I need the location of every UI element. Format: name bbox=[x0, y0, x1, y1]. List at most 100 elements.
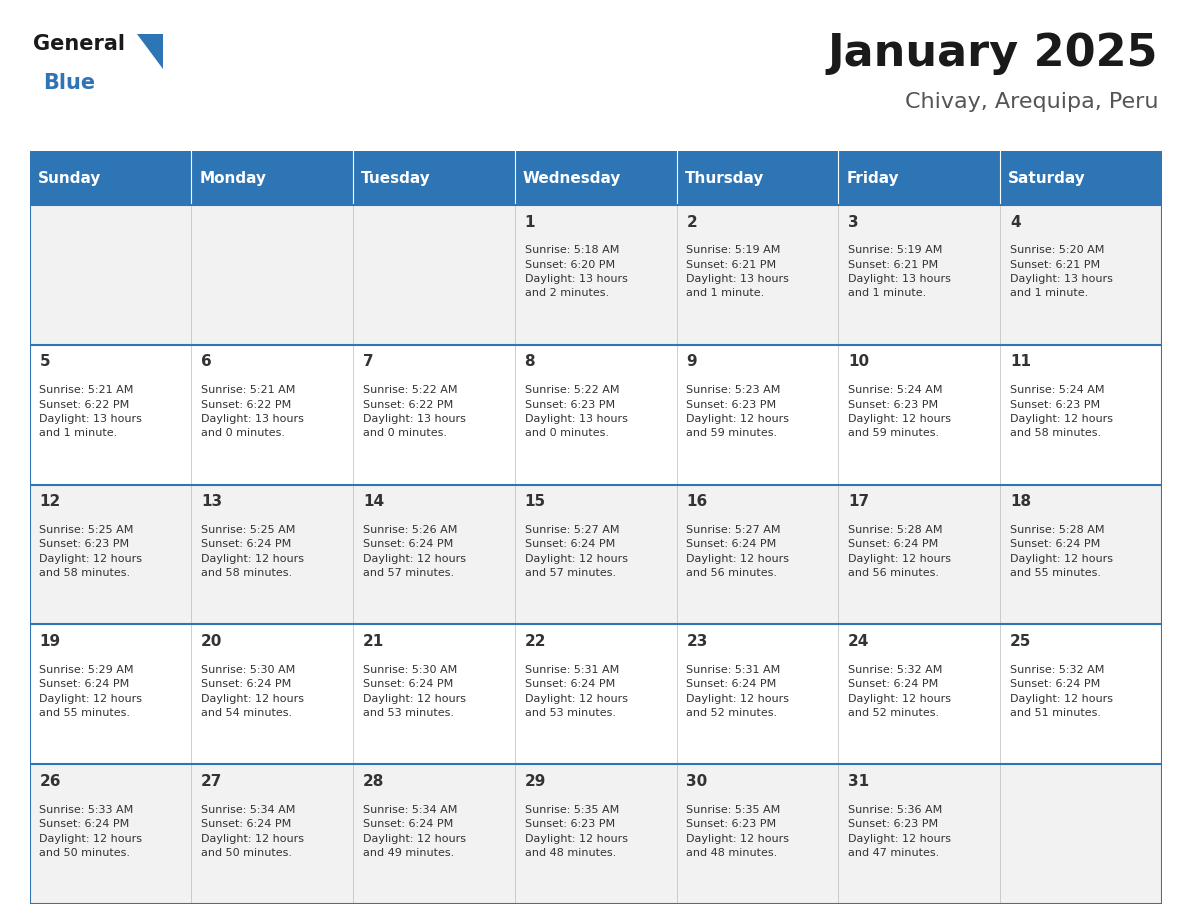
Bar bbox=[839, 344, 1000, 485]
Text: 16: 16 bbox=[687, 494, 708, 509]
Bar bbox=[514, 765, 677, 904]
Bar bbox=[839, 485, 1000, 624]
Polygon shape bbox=[137, 34, 163, 69]
Text: Sunrise: 5:28 AM
Sunset: 6:24 PM
Daylight: 12 hours
and 56 minutes.: Sunrise: 5:28 AM Sunset: 6:24 PM Dayligh… bbox=[848, 525, 952, 578]
Bar bbox=[191, 624, 353, 765]
Bar bbox=[677, 485, 839, 624]
Text: Sunrise: 5:36 AM
Sunset: 6:23 PM
Daylight: 12 hours
and 47 minutes.: Sunrise: 5:36 AM Sunset: 6:23 PM Dayligh… bbox=[848, 805, 952, 858]
Bar bbox=[677, 765, 839, 904]
Text: Sunrise: 5:30 AM
Sunset: 6:24 PM
Daylight: 12 hours
and 54 minutes.: Sunrise: 5:30 AM Sunset: 6:24 PM Dayligh… bbox=[201, 665, 304, 718]
Bar bbox=[30, 624, 191, 765]
Text: 31: 31 bbox=[848, 774, 870, 789]
Text: 13: 13 bbox=[201, 494, 222, 509]
Text: Saturday: Saturday bbox=[1009, 171, 1086, 185]
Bar bbox=[30, 765, 191, 904]
Text: 22: 22 bbox=[525, 634, 546, 649]
Text: Sunrise: 5:32 AM
Sunset: 6:24 PM
Daylight: 12 hours
and 52 minutes.: Sunrise: 5:32 AM Sunset: 6:24 PM Dayligh… bbox=[848, 665, 952, 718]
Bar bbox=[30, 485, 191, 624]
Bar bbox=[839, 205, 1000, 344]
Bar bbox=[191, 765, 353, 904]
Text: Sunrise: 5:28 AM
Sunset: 6:24 PM
Daylight: 12 hours
and 55 minutes.: Sunrise: 5:28 AM Sunset: 6:24 PM Dayligh… bbox=[1010, 525, 1113, 578]
Text: 28: 28 bbox=[362, 774, 384, 789]
Bar bbox=[1000, 624, 1162, 765]
Text: Sunrise: 5:24 AM
Sunset: 6:23 PM
Daylight: 12 hours
and 59 minutes.: Sunrise: 5:24 AM Sunset: 6:23 PM Dayligh… bbox=[848, 386, 952, 439]
Bar bbox=[839, 624, 1000, 765]
Bar bbox=[191, 205, 353, 344]
Bar bbox=[677, 151, 839, 205]
Text: Sunrise: 5:30 AM
Sunset: 6:24 PM
Daylight: 12 hours
and 53 minutes.: Sunrise: 5:30 AM Sunset: 6:24 PM Dayligh… bbox=[362, 665, 466, 718]
Bar bbox=[191, 485, 353, 624]
Text: Sunrise: 5:32 AM
Sunset: 6:24 PM
Daylight: 12 hours
and 51 minutes.: Sunrise: 5:32 AM Sunset: 6:24 PM Dayligh… bbox=[1010, 665, 1113, 718]
Bar bbox=[1000, 485, 1162, 624]
Bar bbox=[30, 344, 191, 485]
Text: 15: 15 bbox=[525, 494, 545, 509]
Text: 7: 7 bbox=[362, 354, 373, 369]
Text: Sunrise: 5:20 AM
Sunset: 6:21 PM
Daylight: 13 hours
and 1 minute.: Sunrise: 5:20 AM Sunset: 6:21 PM Dayligh… bbox=[1010, 245, 1113, 298]
Bar bbox=[353, 624, 514, 765]
Text: 26: 26 bbox=[39, 774, 61, 789]
Bar bbox=[1000, 151, 1162, 205]
Text: Sunrise: 5:23 AM
Sunset: 6:23 PM
Daylight: 12 hours
and 59 minutes.: Sunrise: 5:23 AM Sunset: 6:23 PM Dayligh… bbox=[687, 386, 789, 439]
Text: Sunrise: 5:34 AM
Sunset: 6:24 PM
Daylight: 12 hours
and 49 minutes.: Sunrise: 5:34 AM Sunset: 6:24 PM Dayligh… bbox=[362, 805, 466, 858]
Bar bbox=[353, 205, 514, 344]
Text: Sunday: Sunday bbox=[38, 171, 101, 185]
Bar bbox=[1000, 344, 1162, 485]
Bar bbox=[514, 205, 677, 344]
Text: 29: 29 bbox=[525, 774, 546, 789]
Text: Sunrise: 5:35 AM
Sunset: 6:23 PM
Daylight: 12 hours
and 48 minutes.: Sunrise: 5:35 AM Sunset: 6:23 PM Dayligh… bbox=[525, 805, 627, 858]
Text: Sunrise: 5:21 AM
Sunset: 6:22 PM
Daylight: 13 hours
and 0 minutes.: Sunrise: 5:21 AM Sunset: 6:22 PM Dayligh… bbox=[201, 386, 304, 439]
Text: Sunrise: 5:25 AM
Sunset: 6:24 PM
Daylight: 12 hours
and 58 minutes.: Sunrise: 5:25 AM Sunset: 6:24 PM Dayligh… bbox=[201, 525, 304, 578]
Text: Sunrise: 5:25 AM
Sunset: 6:23 PM
Daylight: 12 hours
and 58 minutes.: Sunrise: 5:25 AM Sunset: 6:23 PM Dayligh… bbox=[39, 525, 143, 578]
Text: 20: 20 bbox=[201, 634, 222, 649]
Bar bbox=[353, 765, 514, 904]
Text: 19: 19 bbox=[39, 634, 61, 649]
Text: 27: 27 bbox=[201, 774, 222, 789]
Bar bbox=[839, 151, 1000, 205]
Text: Sunrise: 5:22 AM
Sunset: 6:23 PM
Daylight: 13 hours
and 0 minutes.: Sunrise: 5:22 AM Sunset: 6:23 PM Dayligh… bbox=[525, 386, 627, 439]
Text: Sunrise: 5:31 AM
Sunset: 6:24 PM
Daylight: 12 hours
and 53 minutes.: Sunrise: 5:31 AM Sunset: 6:24 PM Dayligh… bbox=[525, 665, 627, 718]
Text: Sunrise: 5:33 AM
Sunset: 6:24 PM
Daylight: 12 hours
and 50 minutes.: Sunrise: 5:33 AM Sunset: 6:24 PM Dayligh… bbox=[39, 805, 143, 858]
Text: Chivay, Arequipa, Peru: Chivay, Arequipa, Peru bbox=[905, 92, 1158, 112]
Text: Sunrise: 5:31 AM
Sunset: 6:24 PM
Daylight: 12 hours
and 52 minutes.: Sunrise: 5:31 AM Sunset: 6:24 PM Dayligh… bbox=[687, 665, 789, 718]
Text: 4: 4 bbox=[1010, 215, 1020, 230]
Text: 9: 9 bbox=[687, 354, 697, 369]
Text: Sunrise: 5:21 AM
Sunset: 6:22 PM
Daylight: 13 hours
and 1 minute.: Sunrise: 5:21 AM Sunset: 6:22 PM Dayligh… bbox=[39, 386, 143, 439]
Text: 18: 18 bbox=[1010, 494, 1031, 509]
Text: Wednesday: Wednesday bbox=[523, 171, 621, 185]
Text: Sunrise: 5:19 AM
Sunset: 6:21 PM
Daylight: 13 hours
and 1 minute.: Sunrise: 5:19 AM Sunset: 6:21 PM Dayligh… bbox=[848, 245, 950, 298]
Bar bbox=[1000, 205, 1162, 344]
Bar bbox=[353, 485, 514, 624]
Text: 3: 3 bbox=[848, 215, 859, 230]
Text: January 2025: January 2025 bbox=[828, 32, 1158, 75]
Text: 10: 10 bbox=[848, 354, 870, 369]
Bar bbox=[191, 344, 353, 485]
Bar bbox=[191, 151, 353, 205]
Bar bbox=[353, 151, 514, 205]
Text: 12: 12 bbox=[39, 494, 61, 509]
Bar bbox=[677, 344, 839, 485]
Text: Friday: Friday bbox=[847, 171, 899, 185]
Text: General: General bbox=[33, 34, 125, 54]
Text: 25: 25 bbox=[1010, 634, 1031, 649]
Text: 5: 5 bbox=[39, 354, 50, 369]
Bar bbox=[839, 765, 1000, 904]
Text: Monday: Monday bbox=[200, 171, 266, 185]
Text: Sunrise: 5:27 AM
Sunset: 6:24 PM
Daylight: 12 hours
and 56 minutes.: Sunrise: 5:27 AM Sunset: 6:24 PM Dayligh… bbox=[687, 525, 789, 578]
Bar bbox=[514, 344, 677, 485]
Bar bbox=[677, 624, 839, 765]
Text: Sunrise: 5:35 AM
Sunset: 6:23 PM
Daylight: 12 hours
and 48 minutes.: Sunrise: 5:35 AM Sunset: 6:23 PM Dayligh… bbox=[687, 805, 789, 858]
Text: 24: 24 bbox=[848, 634, 870, 649]
Text: 6: 6 bbox=[201, 354, 211, 369]
Text: 23: 23 bbox=[687, 634, 708, 649]
Text: Sunrise: 5:22 AM
Sunset: 6:22 PM
Daylight: 13 hours
and 0 minutes.: Sunrise: 5:22 AM Sunset: 6:22 PM Dayligh… bbox=[362, 386, 466, 439]
Text: 2: 2 bbox=[687, 215, 697, 230]
Bar bbox=[677, 205, 839, 344]
Text: 8: 8 bbox=[525, 354, 536, 369]
Text: Sunrise: 5:19 AM
Sunset: 6:21 PM
Daylight: 13 hours
and 1 minute.: Sunrise: 5:19 AM Sunset: 6:21 PM Dayligh… bbox=[687, 245, 789, 298]
Bar bbox=[30, 205, 191, 344]
Bar bbox=[514, 151, 677, 205]
Bar bbox=[353, 344, 514, 485]
Text: Sunrise: 5:26 AM
Sunset: 6:24 PM
Daylight: 12 hours
and 57 minutes.: Sunrise: 5:26 AM Sunset: 6:24 PM Dayligh… bbox=[362, 525, 466, 578]
Bar bbox=[1000, 765, 1162, 904]
Text: 14: 14 bbox=[362, 494, 384, 509]
